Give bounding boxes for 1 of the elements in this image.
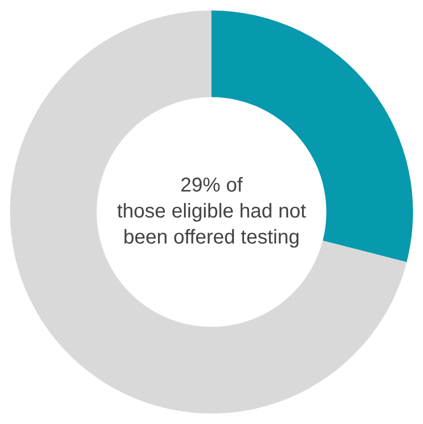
text: 29% of those eligible had not been offered testing bbox=[116, 174, 306, 249]
